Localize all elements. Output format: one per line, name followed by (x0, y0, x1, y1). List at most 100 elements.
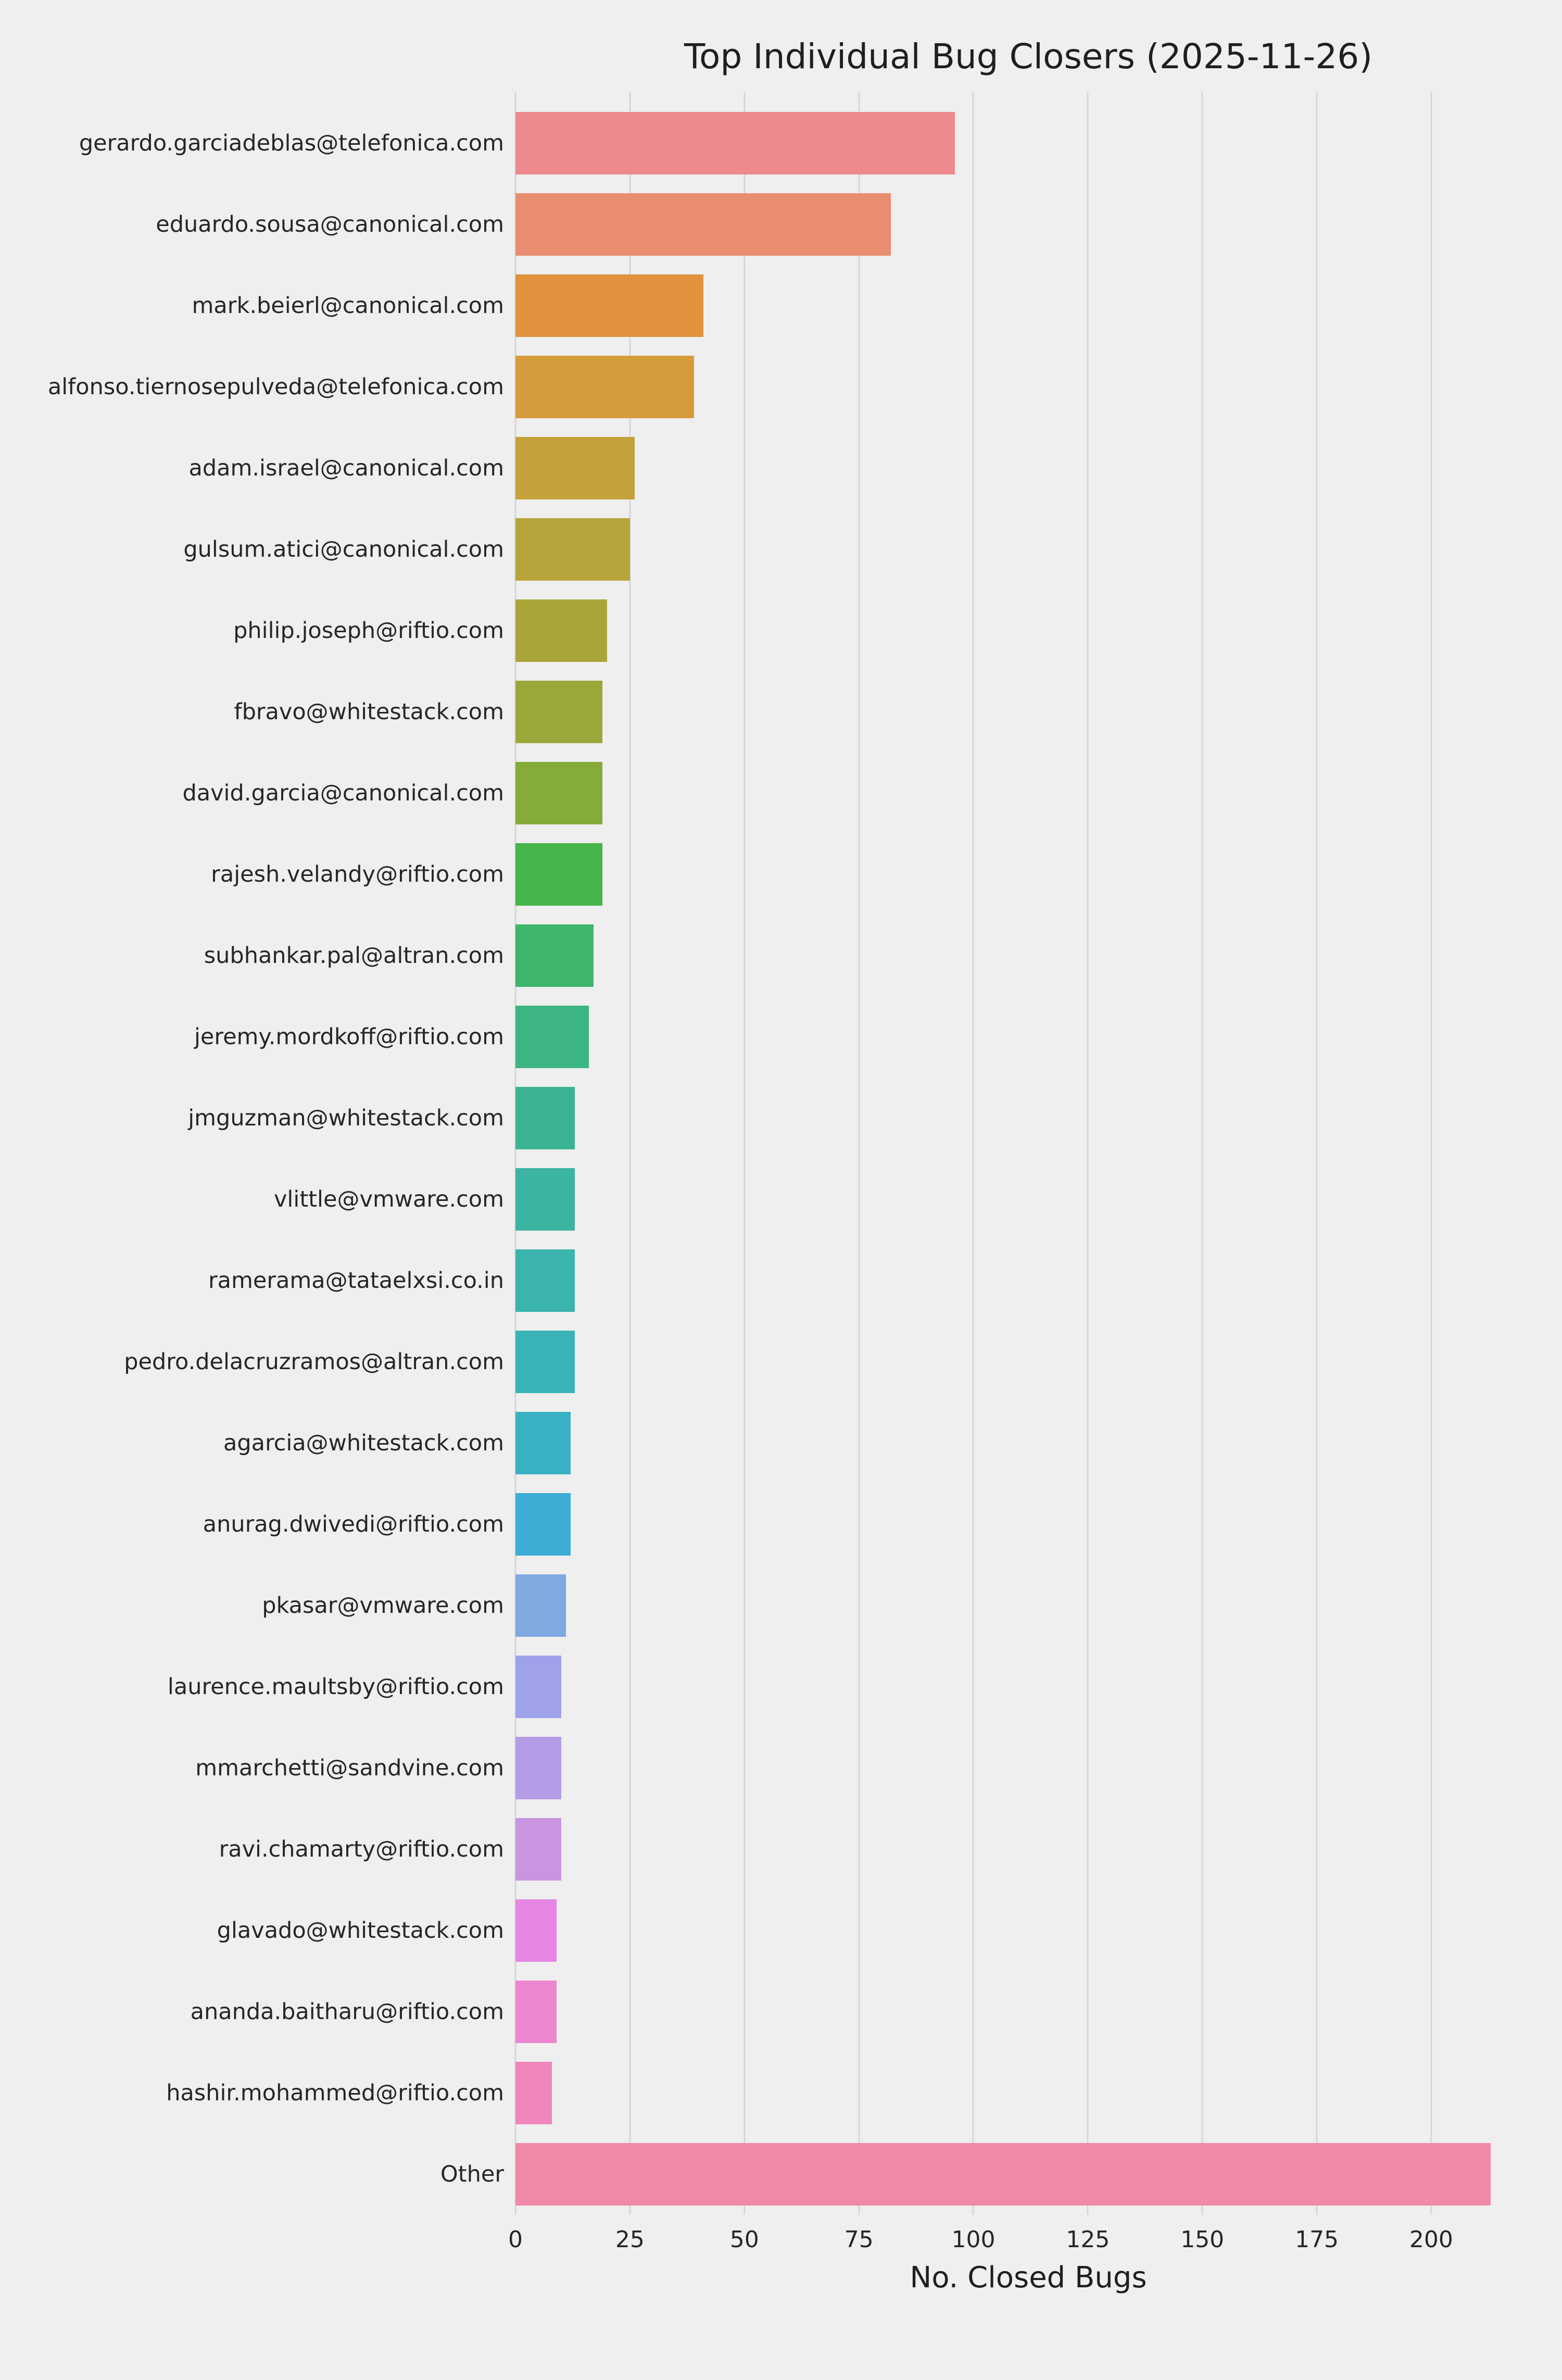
bar-track (515, 834, 1541, 915)
gridline (1430, 92, 1432, 2215)
bar-track (515, 1078, 1541, 1159)
y-tick-label: laurence.maultsby@riftio.com (167, 1674, 504, 1700)
figure: Top Individual Bug Closers (2025-11-26) … (0, 36, 1562, 2380)
y-tick-label: jeremy.mordkoff@riftio.com (194, 1024, 504, 1050)
chart-row: Other (0, 2134, 1562, 2215)
gridline (629, 92, 631, 2215)
bar (515, 437, 635, 499)
bar (515, 1737, 561, 1799)
chart-row: gulsum.atici@canonical.com (0, 509, 1562, 590)
gridline (1087, 92, 1089, 2215)
y-tick-label: subhankar.pal@altran.com (204, 943, 504, 969)
bar-track (515, 753, 1541, 834)
x-tick-label: 100 (951, 2226, 996, 2253)
y-tick-label: hashir.mohammed@riftio.com (166, 2080, 504, 2106)
bar-track (515, 2134, 1541, 2215)
bar (515, 924, 594, 987)
bar-track (515, 1971, 1541, 2052)
bar (515, 1981, 557, 2043)
chart-row: fbravo@whitestack.com (0, 671, 1562, 753)
bar (515, 356, 694, 418)
bar (515, 1249, 575, 1312)
gridline (858, 92, 860, 2215)
chart-row: rajesh.velandy@riftio.com (0, 834, 1562, 915)
y-tick-label: rajesh.velandy@riftio.com (211, 861, 504, 887)
x-tick-label: 175 (1295, 2226, 1339, 2253)
x-tick-label: 50 (729, 2226, 759, 2253)
y-tick-label: anurag.dwivedi@riftio.com (203, 1511, 504, 1537)
bar (515, 843, 603, 906)
bar (515, 112, 955, 174)
plot-area: gerardo.garciadeblas@telefonica.com eduar… (0, 92, 1562, 2215)
bar-track (515, 1646, 1541, 1727)
bar (515, 762, 603, 824)
x-tick-label: 200 (1409, 2226, 1453, 2253)
y-tick-label: agarcia@whitestack.com (223, 1430, 504, 1456)
chart-row: hashir.mohammed@riftio.com (0, 2052, 1562, 2134)
bar (515, 518, 630, 581)
bar-track (515, 265, 1541, 346)
bar-track (515, 2052, 1541, 2134)
y-tick-label: gulsum.atici@canonical.com (183, 536, 504, 562)
chart-row: adam.israel@canonical.com (0, 428, 1562, 509)
bar (515, 2062, 552, 2124)
chart-row: ramerama@tataelxsi.co.in (0, 1240, 1562, 1321)
bar (515, 1168, 575, 1231)
x-axis-label: No. Closed Bugs (910, 2261, 1147, 2295)
chart-row: david.garcia@canonical.com (0, 753, 1562, 834)
bar-track (515, 1484, 1541, 1565)
x-tick-label: 150 (1180, 2226, 1225, 2253)
chart-row: mark.beierl@canonical.com (0, 265, 1562, 346)
bar-track (515, 1727, 1541, 1809)
y-tick-label: Other (440, 2161, 504, 2187)
bar (515, 681, 603, 743)
bar-track (515, 346, 1541, 428)
y-tick-label: david.garcia@canonical.com (182, 780, 504, 806)
bar-track (515, 1240, 1541, 1321)
bar (515, 1493, 571, 1556)
bar (515, 1899, 557, 1962)
x-tick-label: 0 (508, 2226, 523, 2253)
gridline (1201, 92, 1203, 2215)
bar-track (515, 1159, 1541, 1240)
x-tick-label: 125 (1066, 2226, 1110, 2253)
y-tick-label: ravi.chamarty@riftio.com (219, 1836, 504, 1862)
gridlines (514, 92, 1541, 2215)
bar-track (515, 1565, 1541, 1646)
bar-track (515, 915, 1541, 996)
bar (515, 1818, 561, 1881)
y-tick-label: pkasar@vmware.com (262, 1593, 504, 1619)
y-tick-label: mark.beierl@canonical.com (192, 293, 504, 319)
chart-row: anurag.dwivedi@riftio.com (0, 1484, 1562, 1565)
y-tick-label: fbravo@whitestack.com (234, 699, 504, 725)
y-tick-label: philip.joseph@riftio.com (233, 618, 504, 644)
y-tick-label: ananda.baitharu@riftio.com (190, 1999, 504, 2025)
chart-row: gerardo.garciadeblas@telefonica.com (0, 103, 1562, 184)
y-tick-label: ramerama@tataelxsi.co.in (208, 1268, 504, 1294)
bar-track (515, 1402, 1541, 1484)
chart-row: pedro.delacruzramos@altran.com (0, 1321, 1562, 1402)
chart-row: eduardo.sousa@canonical.com (0, 184, 1562, 265)
x-tick-label: 75 (844, 2226, 874, 2253)
bar (515, 1656, 561, 1718)
chart-row: glavado@whitestack.com (0, 1890, 1562, 1971)
chart-row: mmarchetti@sandvine.com (0, 1727, 1562, 1809)
bar-track (515, 1321, 1541, 1402)
bar-track (515, 428, 1541, 509)
bar-track (515, 184, 1541, 265)
bar (515, 2143, 1491, 2206)
bar-track (515, 509, 1541, 590)
bar (515, 1087, 575, 1149)
bar-track (515, 671, 1541, 753)
bars-container: gerardo.garciadeblas@telefonica.com eduar… (0, 103, 1562, 2215)
y-tick-label: jmguzman@whitestack.com (188, 1105, 504, 1131)
y-tick-label: eduardo.sousa@canonical.com (156, 211, 504, 237)
chart-row: pkasar@vmware.com (0, 1565, 1562, 1646)
chart-title: Top Individual Bug Closers (2025-11-26) (684, 36, 1373, 77)
chart-row: philip.joseph@riftio.com (0, 590, 1562, 671)
bar (515, 1574, 566, 1637)
bar-track (515, 1809, 1541, 1890)
x-axis-ticks: 0 25 50 75 100 125 150 175 200 (508, 2215, 1541, 2256)
chart-row: agarcia@whitestack.com (0, 1402, 1562, 1484)
chart-row: ravi.chamarty@riftio.com (0, 1809, 1562, 1890)
